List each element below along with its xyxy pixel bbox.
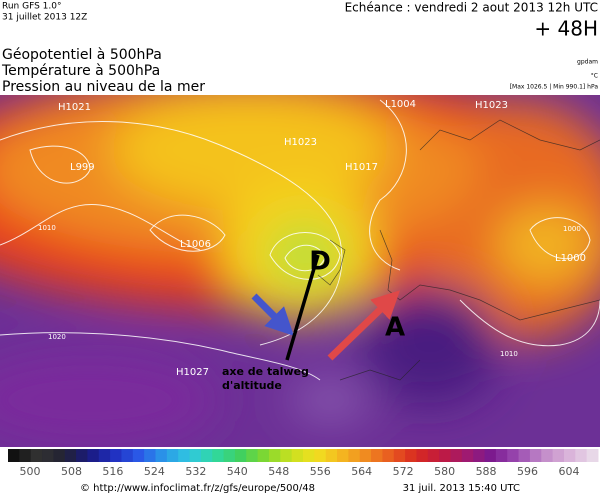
scale-label: 540 bbox=[227, 465, 248, 478]
map bbox=[0, 95, 600, 447]
unit-temperature: °C bbox=[591, 73, 598, 80]
scale-label: 524 bbox=[144, 465, 165, 478]
color-swatch bbox=[144, 449, 156, 462]
annotation: axe de talweg bbox=[222, 365, 309, 378]
color-swatch bbox=[200, 449, 213, 462]
color-swatch bbox=[337, 449, 349, 462]
color-swatch bbox=[87, 449, 100, 462]
color-swatch bbox=[314, 449, 327, 462]
scale-label: 556 bbox=[310, 465, 331, 478]
color-swatch bbox=[427, 449, 440, 462]
color-swatch bbox=[405, 449, 417, 462]
color-swatch bbox=[19, 449, 32, 462]
scale-label: 564 bbox=[351, 465, 372, 478]
color-swatch bbox=[166, 449, 179, 462]
color-swatch bbox=[30, 449, 43, 462]
scale-label: 596 bbox=[517, 465, 538, 478]
isobar-label: 1010 bbox=[38, 224, 56, 232]
scale-label: 604 bbox=[559, 465, 580, 478]
scale-label: 532 bbox=[185, 465, 206, 478]
color-swatch bbox=[371, 449, 383, 462]
color-swatch bbox=[495, 449, 508, 462]
color-scale: 500 508 516 524 532 540 548 556 564 572 580 588 596 6… bbox=[8, 449, 599, 478]
pressure-center: H1017 bbox=[345, 162, 378, 173]
color-swatch bbox=[563, 449, 576, 462]
color-swatch bbox=[484, 449, 497, 462]
color-swatch bbox=[223, 449, 236, 462]
field-title: Géopotentiel à 500hPa bbox=[2, 47, 162, 63]
color-swatch bbox=[212, 449, 225, 462]
color-swatch bbox=[234, 449, 247, 462]
color-swatch bbox=[155, 449, 168, 462]
color-swatch bbox=[518, 449, 531, 462]
annotation: d'altitude bbox=[222, 379, 282, 392]
pressure-center: L1006 bbox=[180, 239, 211, 250]
scale-label: 588 bbox=[476, 465, 497, 478]
color-swatch bbox=[268, 449, 281, 462]
isobar-label: 1000 bbox=[563, 225, 581, 233]
color-swatch bbox=[64, 449, 77, 462]
color-swatch bbox=[291, 449, 304, 462]
pressure-center: H1023 bbox=[284, 137, 317, 148]
timestamp: 31 juil. 2013 15:40 UTC bbox=[403, 483, 520, 494]
color-swatch bbox=[348, 449, 361, 462]
run-label: Run GFS 1.0° bbox=[2, 2, 62, 12]
color-swatch bbox=[552, 449, 565, 462]
color-swatch bbox=[325, 449, 338, 462]
field-title: Pression au niveau de la mer bbox=[2, 79, 205, 95]
isobar-label: 1020 bbox=[48, 333, 66, 341]
unit-pressure: [Max 1026.5 | Min 990.1] hPa bbox=[510, 84, 599, 91]
scale-label: 516 bbox=[102, 465, 123, 478]
color-swatch bbox=[473, 449, 486, 462]
color-swatch bbox=[529, 449, 542, 462]
color-swatch bbox=[178, 449, 191, 462]
color-swatch bbox=[382, 449, 395, 462]
scale-label: 572 bbox=[393, 465, 414, 478]
color-swatch bbox=[76, 449, 88, 462]
color-swatch bbox=[393, 449, 406, 462]
color-swatch bbox=[132, 449, 145, 462]
color-swatch bbox=[507, 449, 520, 462]
color-swatch bbox=[246, 449, 259, 462]
color-swatch bbox=[53, 449, 66, 462]
pressure-center: L1000 bbox=[555, 253, 586, 264]
color-swatch bbox=[575, 449, 588, 462]
unit-geopotential: gpdam bbox=[577, 59, 598, 66]
source-url: © http://www.infoclimat.fr/z/gfs/europe/… bbox=[80, 483, 315, 494]
forecast-offset: + 48H bbox=[534, 17, 598, 41]
run-date: 31 juillet 2013 12Z bbox=[2, 13, 87, 23]
pressure-center: H1023 bbox=[475, 100, 508, 111]
scale-label: 508 bbox=[61, 465, 82, 478]
color-swatch bbox=[98, 449, 111, 462]
forecast-time: Echéance : vendredi 2 aout 2013 12h UTC bbox=[345, 1, 598, 15]
descent-marker: D bbox=[309, 247, 331, 277]
isobar-label: 1010 bbox=[500, 350, 518, 358]
color-swatch bbox=[461, 449, 474, 462]
color-swatch bbox=[189, 449, 202, 462]
color-swatch bbox=[8, 449, 20, 462]
pressure-center: H1027 bbox=[176, 367, 209, 378]
color-swatch bbox=[439, 449, 451, 462]
pressure-center: H1021 bbox=[58, 102, 91, 113]
color-swatch bbox=[450, 449, 463, 462]
color-swatch bbox=[359, 449, 372, 462]
color-swatch bbox=[416, 449, 429, 462]
color-swatch bbox=[121, 449, 134, 462]
pressure-center: L1004 bbox=[385, 99, 416, 110]
color-swatch bbox=[541, 449, 554, 462]
color-swatch bbox=[280, 449, 293, 462]
field-title: Température à 500hPa bbox=[1, 63, 160, 79]
color-swatch bbox=[42, 449, 54, 462]
ascent-marker: A bbox=[385, 313, 405, 343]
color-swatch bbox=[110, 449, 122, 462]
color-swatch bbox=[257, 449, 270, 462]
color-swatch bbox=[303, 449, 315, 462]
scale-label: 500 bbox=[20, 465, 41, 478]
scale-label: 548 bbox=[268, 465, 289, 478]
scale-label: 580 bbox=[434, 465, 455, 478]
pressure-center: L999 bbox=[70, 162, 95, 173]
color-swatch bbox=[586, 449, 599, 462]
